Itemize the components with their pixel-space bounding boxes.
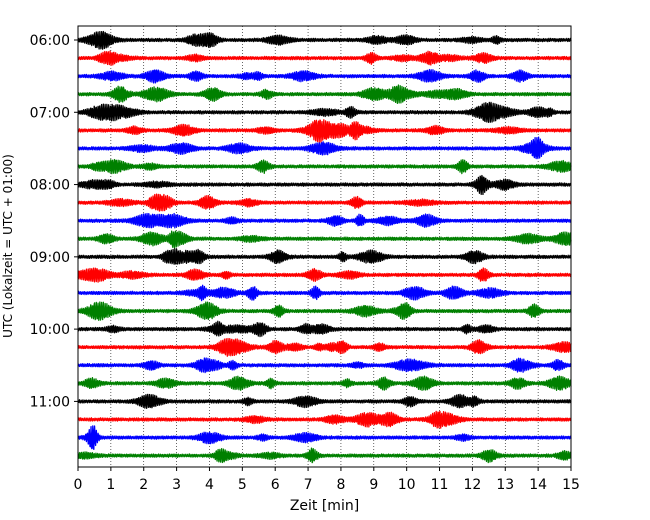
- y-tick-label: 11:00: [30, 394, 70, 410]
- x-tick-label: 11: [431, 477, 449, 493]
- trace-line: [77, 393, 572, 409]
- trace-line: [77, 320, 572, 338]
- x-tick-label: 1: [106, 477, 115, 493]
- y-axis-ticks: 06:00 07:00 08:00 09:00 10:00 11:00: [30, 33, 78, 410]
- x-tick-label: 4: [205, 477, 214, 493]
- trace-line: [77, 212, 572, 229]
- trace-line: [77, 357, 572, 374]
- y-tick-label: 08:00: [30, 178, 70, 194]
- trace-line: [77, 425, 572, 450]
- x-tick-label: 15: [562, 477, 580, 493]
- x-tick-label: 10: [398, 477, 416, 493]
- trace-line: [77, 158, 572, 175]
- x-tick-label: 9: [369, 477, 378, 493]
- trace-line: [77, 248, 572, 265]
- x-tick-label: 8: [336, 477, 345, 493]
- trace-line: [77, 30, 572, 50]
- x-tick-label: 13: [496, 477, 514, 493]
- trace-line: [77, 267, 572, 283]
- x-axis-ticks: 0 1 2 3 4 5 6 7 8 9 10 11 12 13 14 15: [74, 467, 580, 493]
- x-axis-title: Zeit [min]: [290, 498, 359, 514]
- x-tick-label: 6: [271, 477, 280, 493]
- trace-line: [77, 230, 572, 249]
- seismogram-traces: [77, 30, 572, 464]
- trace-line: [77, 447, 572, 464]
- trace-line: [77, 410, 572, 429]
- x-tick-label: 0: [74, 477, 83, 493]
- y-axis-title: UTC (Lokalzeit = UTC + 01:00): [1, 154, 15, 338]
- y-tick-label: 07:00: [30, 105, 70, 121]
- x-tick-label: 7: [304, 477, 313, 493]
- trace-line: [77, 136, 572, 160]
- x-tick-label: 2: [139, 477, 148, 493]
- y-tick-label: 09:00: [30, 250, 70, 266]
- plot-frame: [77, 25, 572, 468]
- trace-line: [77, 174, 572, 196]
- trace-line: [77, 337, 572, 357]
- trace-line: [77, 284, 572, 302]
- x-tick-label: 5: [238, 477, 247, 493]
- x-tick-label: 14: [529, 477, 547, 493]
- x-tick-label: 3: [172, 477, 181, 493]
- y-tick-label: 06:00: [30, 33, 70, 49]
- trace-line: [77, 375, 572, 392]
- trace-line: [77, 301, 572, 321]
- trace-line: [77, 193, 572, 212]
- trace-line: [77, 84, 572, 104]
- trace-line: [77, 101, 572, 124]
- y-tick-label: 10:00: [30, 322, 70, 338]
- trace-line: [77, 50, 572, 66]
- x-tick-label: 12: [463, 477, 481, 493]
- trace-line: [77, 68, 572, 84]
- trace-line: [77, 119, 572, 143]
